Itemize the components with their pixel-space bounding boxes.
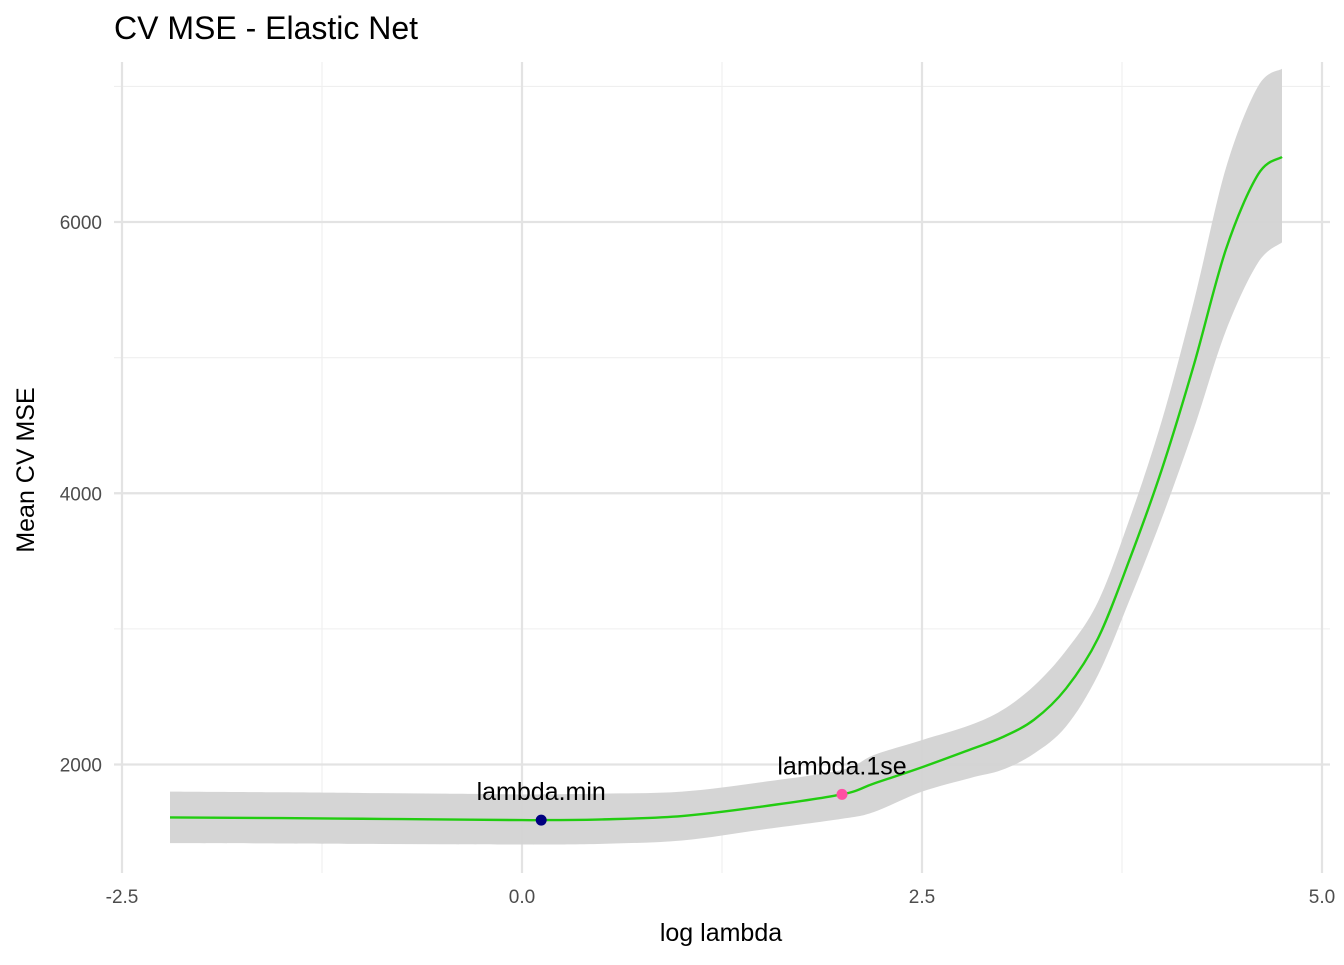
y-tick-label: 2000 bbox=[60, 756, 102, 777]
y-tick-label: 6000 bbox=[60, 213, 102, 234]
lambda-min-label: lambda.min bbox=[477, 778, 606, 806]
tick-label-layer: -2.5 0.0 2.5 5.0 2000 4000 6000 bbox=[60, 213, 1335, 908]
chart-title: CV MSE - Elastic Net bbox=[114, 10, 418, 46]
point-layer: lambda.min lambda.1se bbox=[477, 752, 907, 826]
lambda-1se-point bbox=[836, 788, 848, 800]
x-tick-label: 5.0 bbox=[1309, 887, 1335, 908]
y-axis-title: Mean CV MSE bbox=[12, 387, 40, 552]
confidence-band-layer bbox=[170, 68, 1282, 845]
confidence-band bbox=[170, 68, 1282, 845]
y-tick-label: 4000 bbox=[60, 484, 102, 505]
x-tick-label: 2.5 bbox=[909, 887, 935, 908]
lambda-min-point bbox=[535, 814, 547, 826]
line-layer bbox=[169, 155, 1283, 822]
x-tick-label: -2.5 bbox=[106, 887, 139, 908]
lambda-1se-label: lambda.1se bbox=[777, 752, 906, 780]
x-axis-title: log lambda bbox=[660, 919, 782, 947]
grid bbox=[114, 62, 1330, 873]
mean-cv-mse-line bbox=[169, 155, 1283, 822]
x-tick-label: 0.0 bbox=[509, 887, 535, 908]
